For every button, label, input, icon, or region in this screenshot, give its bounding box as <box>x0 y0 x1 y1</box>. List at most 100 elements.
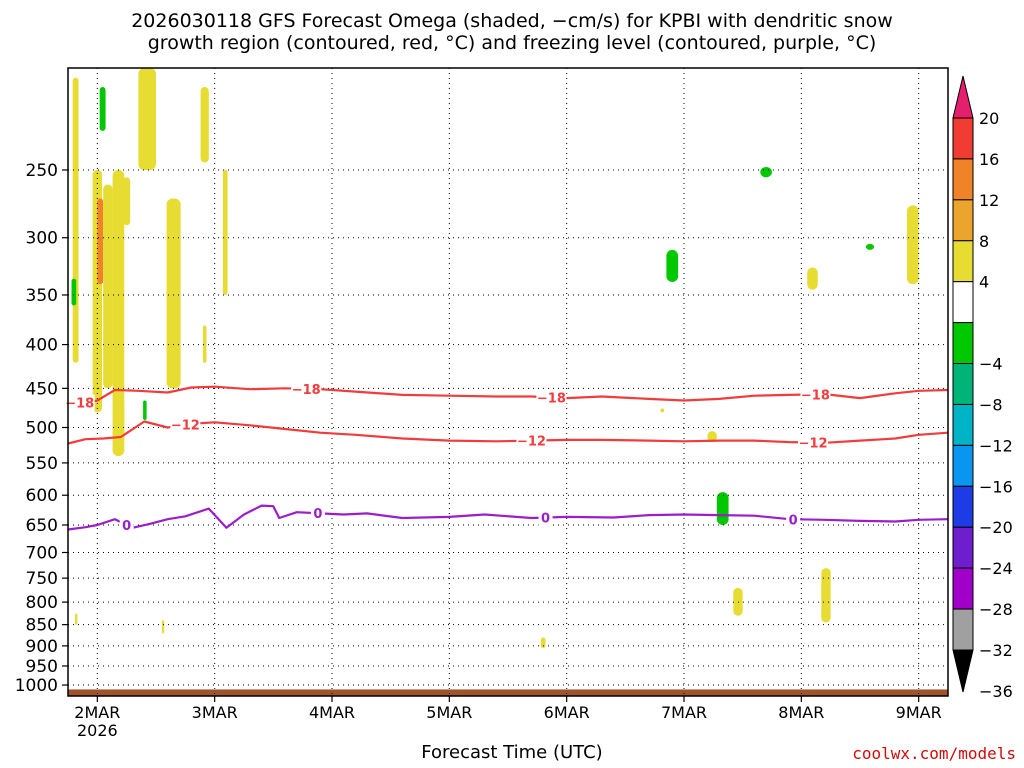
x-tick-label: 4MAR <box>309 703 355 722</box>
y-tick-label: 600 <box>26 486 58 506</box>
colorbar-box <box>952 158 974 201</box>
contour-label: −18 <box>801 388 830 403</box>
y-tick-label: 250 <box>26 161 58 181</box>
y-tick-label: 350 <box>26 286 58 306</box>
chart-title-line2: growth region (contoured, red, °C) and f… <box>147 32 877 54</box>
credit-text: coolwx.com/models <box>852 744 1016 763</box>
y-tick-label: 950 <box>26 657 58 677</box>
colorbar-label: −28 <box>979 600 1013 619</box>
omega-shade-cell <box>906 205 919 285</box>
colorbar-box <box>952 240 974 283</box>
omega-shade-cell <box>733 587 743 616</box>
omega-shade-cell <box>200 87 209 163</box>
contour-line-2 <box>67 504 949 531</box>
colorbar-bottom-triangle <box>952 649 974 693</box>
omega-shade-cell <box>202 325 207 363</box>
y-tick-label: 900 <box>26 637 58 657</box>
colorbar-box <box>952 363 974 405</box>
colorbar-box <box>952 567 974 610</box>
contour-label-bg <box>800 386 831 403</box>
contour-label-bg <box>64 394 95 411</box>
omega-shade-cell <box>99 87 106 131</box>
y-tick-label: 450 <box>26 379 58 399</box>
omega-shade-cell <box>865 243 875 250</box>
contour-layer: −18 −18 −18 −18 −12 −12 −12 0 0 0 0 <box>64 380 949 534</box>
y-tick-label: 400 <box>26 336 58 356</box>
contour-label-bg <box>310 505 325 522</box>
x-axis-title: Forecast Time (UTC) <box>421 742 603 763</box>
omega-shade-cell <box>120 404 125 435</box>
contour-label-bg <box>291 380 322 397</box>
omega-shade-cell <box>760 166 772 178</box>
colorbar-label: 12 <box>979 191 999 210</box>
y-tick-label: 800 <box>26 593 58 613</box>
colorbar-label: −24 <box>979 559 1013 578</box>
omega-shade-cell <box>72 77 79 363</box>
colorbar-box <box>952 526 974 569</box>
omega-shade-cell <box>807 267 818 290</box>
omega-shade-cell <box>666 249 679 283</box>
contour-label-bg <box>538 509 553 526</box>
colorbar-label: −32 <box>979 641 1013 660</box>
contour-label-bg <box>536 389 567 406</box>
chart-title-line1: 2026030118 GFS Forecast Omega (shaded, −… <box>131 10 893 32</box>
y-tick-label: 550 <box>26 454 58 474</box>
x-tick-label: 3MAR <box>192 703 238 722</box>
y-tick-label: 500 <box>26 418 58 438</box>
omega-shade-cell <box>97 198 104 285</box>
axis-layer: 2503003504004505005506006507007508008509… <box>15 67 949 740</box>
colorbar-box <box>952 608 974 651</box>
omega-shade-cell <box>138 68 156 170</box>
colorbar-label: 4 <box>979 273 989 292</box>
y-tick-label: 1000 <box>15 676 58 696</box>
colorbar-label: 8 <box>979 232 989 251</box>
omega-shade-cell <box>166 198 181 389</box>
colorbar-box <box>952 485 974 528</box>
x-tick-label: 8MAR <box>778 703 824 722</box>
contour-label: −18 <box>65 397 94 412</box>
contour-label: 0 <box>789 513 798 528</box>
x-tick-label: 7MAR <box>661 703 707 722</box>
x-tick-label: 9MAR <box>896 703 942 722</box>
grid-layer <box>68 68 948 696</box>
x-tick-label: 5MAR <box>426 703 472 722</box>
surface-band <box>68 689 948 696</box>
omega-shade-cell <box>71 278 77 306</box>
contour-label: −18 <box>537 391 566 406</box>
colorbar-label: −8 <box>979 395 1003 414</box>
contour-label: −18 <box>292 383 321 398</box>
omega-shade-cell <box>707 431 717 443</box>
contour-label-bg <box>798 434 829 451</box>
colorbar-label: −36 <box>979 682 1013 701</box>
x-tick-label: 2MAR <box>74 703 120 722</box>
colorbar-box <box>952 403 974 446</box>
contour-label-bg <box>119 516 134 533</box>
colorbar-box <box>952 322 974 365</box>
colorbar-label: −20 <box>979 518 1013 537</box>
omega-shade-cell <box>75 613 78 625</box>
colorbar-box <box>952 444 974 487</box>
omega-shade-cell <box>103 184 113 389</box>
omega-shade-cell <box>161 620 165 634</box>
colorbar-top-triangle <box>952 75 974 119</box>
omega-shade-cell <box>540 637 546 648</box>
y-tick-label: 650 <box>26 516 58 536</box>
y-tick-label: 300 <box>26 229 58 249</box>
colorbar: 20 16 12 8 4 −4 −8 −12 −16 −20 −24 −28 −32 −36 <box>952 75 1013 701</box>
colorbar-label: 16 <box>979 150 999 169</box>
y-tick-label: 750 <box>26 569 58 589</box>
contour-label-bg <box>786 511 801 528</box>
omega-shade-cell <box>143 400 147 420</box>
omega-shade-cell <box>716 492 729 525</box>
x-tick-label: 6MAR <box>544 703 590 722</box>
contour-label: 0 <box>122 519 131 534</box>
plot-frame <box>67 67 949 697</box>
contour-label-bg <box>170 416 201 433</box>
contour-label-bg <box>516 432 547 449</box>
y-tick-label: 850 <box>26 616 58 636</box>
omega-shade-cell <box>112 169 125 457</box>
omega-shade-cell <box>123 177 131 226</box>
colorbar-label: 20 <box>979 109 999 128</box>
colorbar-label: −4 <box>979 355 1003 374</box>
